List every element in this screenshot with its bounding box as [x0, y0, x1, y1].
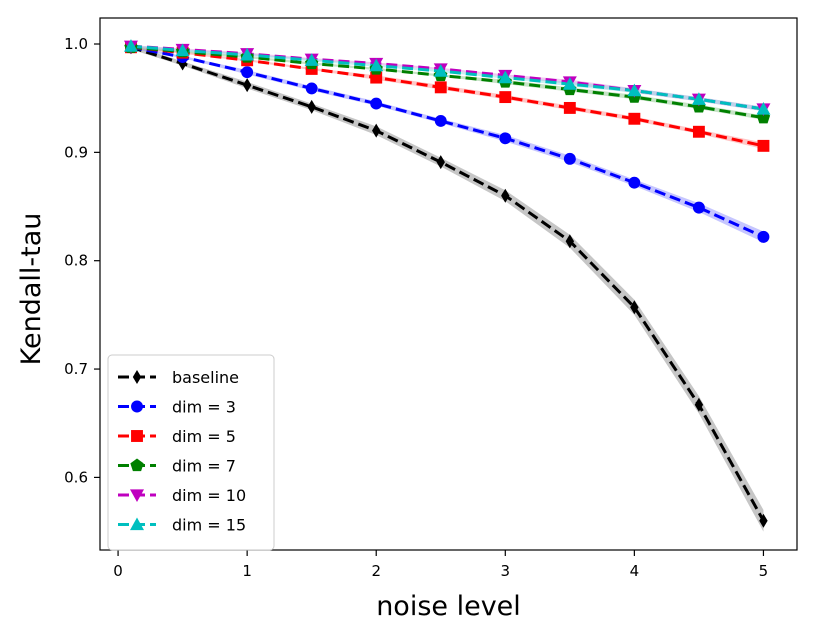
- legend-marker-dim-10: [130, 489, 144, 502]
- point-dim-3: [241, 66, 254, 79]
- band-dim-15: [130, 45, 764, 112]
- x-tick-label: 5: [759, 562, 769, 580]
- y-tick-label: 1.0: [64, 35, 88, 53]
- y-tick-label: 0.9: [64, 143, 88, 161]
- legend-label-dim-3: dim = 3: [172, 398, 236, 417]
- legend-label-dim-7: dim = 7: [172, 457, 236, 476]
- y-tick-label: 0.6: [64, 468, 88, 486]
- x-tick-label: 1: [242, 562, 252, 580]
- legend-label-dim-10: dim = 10: [172, 486, 246, 505]
- point-dim-5: [692, 125, 705, 138]
- point-baseline: [759, 513, 768, 528]
- legend: baseline dim = 3 dim = 5 dim = 7 dim = 10 dim…: [107, 354, 275, 551]
- point-dim-15: [691, 92, 706, 105]
- point-dim-15: [498, 70, 513, 84]
- point-dim-3: [628, 176, 641, 189]
- point-dim-5: [370, 71, 383, 84]
- point-baseline: [372, 123, 381, 138]
- point-dim-3: [499, 132, 512, 145]
- point-dim-15: [175, 43, 190, 57]
- band-dim-5: [130, 46, 764, 150]
- y-axis-ticks: 0.6 0.7 0.8 0.9 1.0: [64, 35, 100, 486]
- legend-marker-dim-3: [131, 400, 143, 413]
- point-dim-15: [433, 64, 448, 77]
- legend-marker-dim-7: [130, 458, 144, 472]
- x-tick-label: 3: [501, 562, 511, 580]
- point-dim-5: [757, 139, 770, 152]
- point-baseline: [307, 99, 316, 114]
- point-dim-15: [369, 58, 384, 72]
- y-axis-label: Kendall-tau: [16, 213, 47, 366]
- point-baseline: [694, 397, 704, 412]
- x-tick-label: 4: [630, 562, 640, 580]
- point-dim-3: [370, 97, 383, 110]
- point-dim-5: [628, 112, 641, 125]
- point-dim-3: [692, 201, 705, 214]
- point-dim-15: [562, 77, 577, 90]
- legend-marker-dim-5: [131, 430, 143, 442]
- point-dim-15: [240, 47, 255, 61]
- legend-label-baseline: baseline: [172, 368, 239, 387]
- point-dim-5: [563, 101, 576, 114]
- point-dim-3: [563, 152, 576, 165]
- point-dim-15: [627, 83, 642, 97]
- x-tick-label: 0: [113, 562, 123, 580]
- point-dim-3: [757, 230, 770, 243]
- point-baseline: [501, 188, 510, 203]
- band-dim-7: [130, 46, 764, 120]
- point-baseline: [436, 155, 445, 170]
- point-dim-5: [499, 91, 512, 104]
- y-tick-label: 0.7: [64, 360, 88, 378]
- point-baseline: [630, 300, 639, 315]
- x-tick-label: 2: [371, 562, 381, 580]
- legend-marker-baseline: [132, 370, 142, 384]
- legend-label-dim-5: dim = 5: [172, 427, 236, 446]
- point-dim-15: [304, 53, 319, 66]
- y-tick-label: 0.8: [64, 252, 88, 270]
- point-dim-15: [123, 39, 138, 52]
- x-axis-ticks: 0 1 2 3 4 5: [113, 550, 768, 580]
- legend-marker-dim-15: [130, 517, 144, 531]
- x-axis-label: noise level: [376, 591, 521, 622]
- confidence-bands: [130, 45, 764, 532]
- legend-box: [107, 354, 275, 551]
- point-dim-15: [756, 102, 771, 115]
- line-dim-3: [130, 45, 765, 239]
- point-dim-5: [434, 81, 447, 94]
- point-baseline: [242, 78, 252, 93]
- plot-area-frame: [99, 17, 798, 551]
- legend-label-dim-15: dim = 15: [172, 516, 246, 535]
- point-dim-3: [305, 82, 318, 95]
- point-baseline: [565, 234, 575, 249]
- point-dim-3: [434, 114, 447, 127]
- series-markers: [123, 39, 771, 528]
